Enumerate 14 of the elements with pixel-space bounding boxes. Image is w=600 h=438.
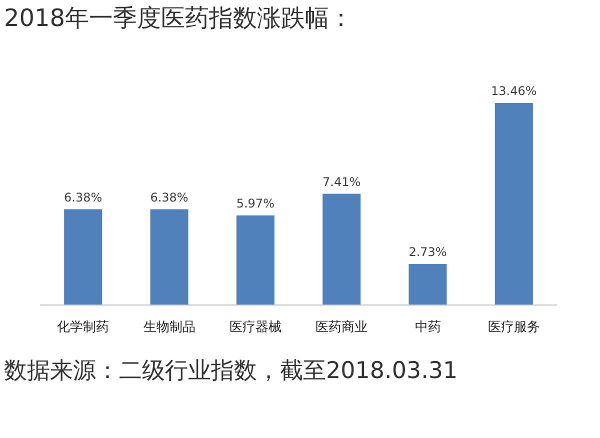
data-label: 2.73% [408, 245, 447, 260]
x-tick-label: 医疗器械 [229, 320, 282, 335]
data-label: 7.41% [322, 174, 361, 189]
data-label: 6.38% [64, 190, 102, 204]
data-label: 6.38% [150, 190, 188, 204]
x-tick-label: 中药 [414, 320, 441, 335]
x-tick-label: 生物制品 [143, 320, 196, 335]
data-label: 13.46% [491, 84, 537, 98]
data-label: 5.97% [236, 196, 274, 210]
x-tick-label: 化学制药 [57, 320, 110, 335]
source-note: 数据来源：二级行业指数，截至2018.03.31 [4, 357, 459, 386]
x-tick-label: 医药商业 [316, 320, 368, 335]
chart-title: 2018年一季度医药指数涨跌幅： [4, 3, 354, 34]
x-tick-label: 医疗服务 [488, 320, 540, 335]
